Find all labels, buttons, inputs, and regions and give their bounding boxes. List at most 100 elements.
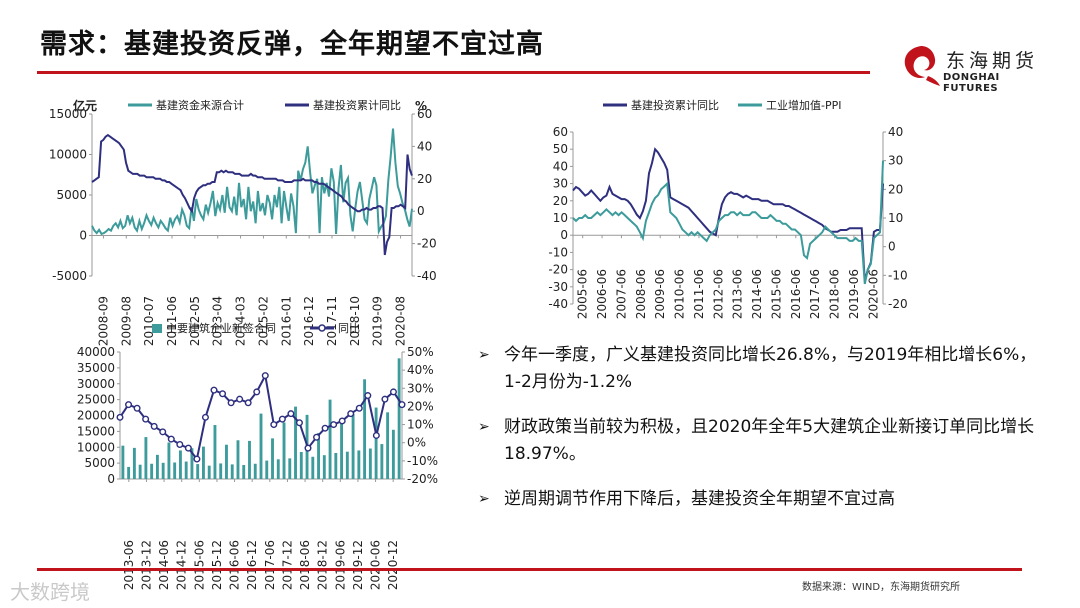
bar-mark (397, 358, 401, 479)
bar-mark (230, 464, 234, 479)
right-tick-label: 20% (407, 399, 434, 413)
x-tick-label: 2017-11 (325, 296, 339, 346)
x-tick-label: 2015-02 (256, 296, 270, 346)
company-logo: 东海期货 DONGHAI FUTURES (898, 42, 1058, 94)
footer-rule (37, 568, 1022, 571)
left-tick-label: 10000 (49, 148, 87, 162)
right-tick-label: 40 (888, 125, 903, 139)
bar-mark (173, 462, 177, 479)
bar-mark (374, 407, 378, 479)
x-tick-label: 2016-12 (302, 296, 316, 346)
right-tick-label: -20 (888, 297, 908, 311)
left-tick-label: 20 (553, 194, 568, 208)
title-underline (37, 71, 870, 74)
arrow-bullet-icon: ➢ (478, 347, 490, 363)
left-tick-label: 25000 (77, 393, 115, 407)
legend-label: 基建投资累计同比 (631, 98, 719, 112)
legend-label: 基建投资累计同比 (313, 98, 401, 112)
bar-mark (391, 429, 395, 479)
bar-mark (259, 413, 263, 479)
right-tick-label: 20 (417, 172, 432, 186)
line-point-marker (244, 399, 252, 407)
x-tick-label: 2014-12 (175, 540, 189, 590)
chart-infrastructure-funding: -5000 0 5000 10000 15000 -40 -20 0 20 40 60 2008-09… (49, 98, 437, 346)
legend-label: 基建资金来源合计 (156, 98, 244, 112)
line-point-marker (338, 417, 346, 425)
bar-mark (282, 422, 286, 479)
line-point-marker (355, 404, 363, 412)
right-tick-label: -20% (407, 472, 438, 486)
x-tick-label: 2014-06 (750, 269, 764, 319)
left-tick-label: 50 (553, 142, 568, 156)
bar-mark (368, 448, 372, 479)
x-tick-label: 2020-06 (369, 540, 383, 590)
series-line-基建资金来源合计 (91, 128, 413, 236)
left-tick-label: 10000 (77, 440, 115, 454)
x-tick-label: 2014-03 (234, 296, 248, 346)
right-tick-label: -40 (417, 269, 437, 283)
x-tick-label: 2019-09 (371, 296, 385, 346)
right-tick-label: -10% (407, 454, 438, 468)
x-tick-label: 2013-12 (139, 540, 153, 590)
line-point-marker (159, 428, 167, 436)
right-tick-label: 0% (407, 436, 426, 450)
legend-label: 同比 (338, 322, 360, 335)
line-point-marker (287, 410, 295, 418)
x-tick-label: 2018-10 (348, 296, 362, 346)
legend-label: 工业增加值-PPI (766, 98, 841, 112)
bar-mark (213, 425, 217, 479)
arrow-bullet-icon: ➢ (478, 491, 490, 507)
x-tick-label: 2010-07 (142, 296, 156, 346)
bar-mark (334, 452, 338, 479)
line-point-marker (184, 444, 192, 452)
right-tick-label: -10 (888, 268, 908, 282)
line-point-marker (389, 388, 397, 396)
line-point-marker (364, 392, 372, 400)
right-tick-label: 0 (888, 240, 896, 254)
x-tick-label: 2015-12 (210, 540, 224, 590)
line-point-marker (398, 401, 406, 409)
line-point-marker (381, 395, 389, 403)
left-tick-label: 40 (553, 159, 568, 173)
x-tick-label: 2020-12 (386, 540, 400, 590)
right-tick-label: 50% (407, 345, 434, 359)
line-point-marker (150, 422, 158, 430)
bar-mark (345, 451, 349, 479)
x-tick-label: 2018-06 (828, 269, 842, 319)
arrow-bullet-icon: ➢ (478, 419, 490, 435)
right-axis-unit: % (415, 99, 427, 113)
left-tick-label: 15000 (77, 424, 115, 438)
left-tick-label: -40 (548, 297, 568, 311)
logo-chinese-name: 东海期货 (946, 50, 1039, 72)
line-point-marker (261, 372, 269, 380)
bar-mark (202, 446, 205, 479)
line-point-marker (227, 399, 235, 407)
bar-mark (155, 454, 159, 479)
left-tick-label: 30 (553, 177, 568, 191)
left-tick-label: 40000 (77, 345, 115, 359)
right-tick-label: 20 (888, 182, 903, 196)
bar-mark (219, 463, 223, 479)
bullet-text: 今年一季度，广义基建投资同比增长26.8%，与2019年相比增长6%，1-2月份… (504, 345, 1037, 392)
x-tick-label: 2019-12 (351, 540, 365, 590)
line-point-marker (253, 388, 261, 396)
left-tick-label: 60 (553, 125, 568, 139)
line-point-marker (193, 455, 201, 463)
left-tick-label: 0 (560, 228, 568, 242)
x-tick-label: 2017-06 (263, 540, 277, 590)
bar-mark (196, 464, 200, 479)
series-line-同比 (119, 372, 403, 462)
bar-mark (386, 412, 390, 479)
x-tick-label: 2011-06 (165, 296, 179, 346)
bullet-item: ➢ 财政政策当前较为积极，且2020年全年5大建筑企业新接订单同比增长18.97… (478, 414, 1038, 468)
x-tick-label: 2012-06 (711, 269, 725, 319)
line-point-marker (330, 421, 338, 429)
series-line-工业增加值-PPI (572, 160, 884, 285)
line-point-marker (167, 435, 175, 443)
left-tick-label: -5000 (52, 269, 87, 283)
x-tick-label: 2017-12 (280, 540, 294, 590)
page-title: 需求：基建投资反弹，全年期望不宜过高 (40, 29, 544, 60)
left-tick-label: 20000 (77, 409, 115, 423)
dragon-logo-icon (904, 46, 940, 86)
